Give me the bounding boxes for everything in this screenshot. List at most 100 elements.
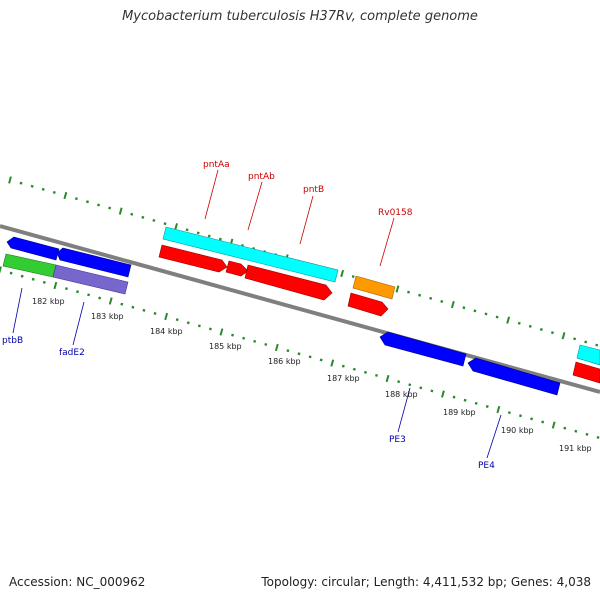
- minor-tick: [341, 364, 345, 368]
- label-fadE2[interactable]: fadE2: [59, 348, 85, 358]
- label-pntAb[interactable]: pntAb: [248, 172, 275, 182]
- gene-pntB[interactable]: [244, 264, 333, 301]
- kbp-label: 189 kbp: [443, 408, 476, 417]
- label-Rv0158[interactable]: Rv0158: [378, 208, 413, 218]
- gene-Rv0158[interactable]: [352, 275, 396, 300]
- minor-tick: [108, 206, 112, 210]
- minor-tick: [19, 181, 23, 185]
- gene-fadE2[interactable]: [52, 264, 129, 295]
- major-tick: [108, 297, 113, 305]
- minor-tick: [31, 277, 35, 281]
- accession-text: Accession: NC_000962: [9, 575, 146, 589]
- leader-pntAa: [204, 169, 219, 220]
- minor-tick: [473, 309, 477, 313]
- minor-tick: [42, 280, 46, 284]
- major-tick: [340, 269, 345, 278]
- minor-tick: [528, 324, 532, 328]
- minor-tick: [573, 337, 577, 341]
- major-tick: [164, 312, 169, 321]
- gene-pntAa[interactable]: [158, 244, 228, 273]
- leader-ptbB: [12, 287, 23, 334]
- minor-tick: [397, 380, 401, 384]
- minor-tick: [76, 290, 79, 294]
- label-PE4[interactable]: PE4: [478, 461, 495, 471]
- minor-tick: [142, 308, 146, 312]
- upper-tick-track: [8, 176, 599, 347]
- genome-backbone: [0, 224, 600, 394]
- label-ptbB[interactable]: ptbB: [2, 336, 23, 346]
- gene-PE3[interactable]: [379, 331, 467, 367]
- label-pntAa[interactable]: pntAa: [203, 160, 230, 170]
- gene-pntAb[interactable]: [225, 260, 249, 277]
- minor-tick: [87, 293, 91, 297]
- minor-tick: [141, 215, 145, 219]
- gene-red-edge[interactable]: [572, 361, 600, 384]
- minor-tick: [463, 398, 467, 402]
- minor-tick: [297, 352, 301, 356]
- minor-tick: [264, 342, 268, 346]
- gene-cyan-edge[interactable]: [576, 344, 600, 366]
- minor-tick: [97, 203, 101, 207]
- minor-tick: [286, 349, 290, 353]
- minor-tick: [440, 299, 444, 303]
- minor-tick: [9, 271, 13, 275]
- minor-tick: [185, 228, 189, 232]
- minor-tick: [584, 340, 588, 344]
- minor-tick: [351, 275, 355, 279]
- minor-tick: [363, 370, 367, 374]
- minor-tick: [131, 305, 135, 309]
- leader-Rv0158: [379, 217, 395, 267]
- kbp-label: 182 kbp: [32, 297, 65, 306]
- kbp-label: 186 kbp: [268, 357, 301, 366]
- minor-tick: [208, 327, 212, 331]
- minor-tick: [407, 290, 411, 294]
- minor-tick: [186, 321, 190, 325]
- minor-tick: [452, 395, 456, 399]
- major-tick: [174, 223, 178, 231]
- gene-blue-left-2[interactable]: [56, 247, 132, 278]
- minor-tick: [130, 212, 134, 216]
- minor-tick: [41, 187, 45, 191]
- minor-tick: [197, 324, 201, 328]
- major-tick: [385, 374, 390, 383]
- minor-tick: [163, 222, 167, 226]
- label-PE3[interactable]: PE3: [389, 435, 406, 445]
- minor-tick: [175, 318, 179, 322]
- minor-tick: [419, 386, 423, 390]
- minor-tick: [152, 218, 156, 222]
- label-pntB[interactable]: pntB: [303, 185, 324, 195]
- minor-tick: [207, 234, 211, 238]
- major-tick: [450, 300, 455, 309]
- minor-tick: [98, 296, 102, 300]
- minor-tick: [430, 389, 434, 393]
- major-tick: [395, 285, 400, 293]
- minor-tick: [408, 383, 412, 387]
- minor-tick: [153, 311, 157, 315]
- map-title: Mycobacterium tuberculosis H37Rv, comple…: [122, 9, 478, 24]
- gene-pntAb-region[interactable]: [162, 226, 339, 283]
- minor-tick: [585, 432, 589, 436]
- minor-tick: [539, 327, 543, 332]
- lower-tick-track: [0, 266, 600, 439]
- gene-blue-left-1[interactable]: [6, 236, 60, 261]
- gene-red-small[interactable]: [347, 292, 389, 317]
- genome-info-text: Topology: circular; Length: 4,411,532 bp…: [261, 575, 591, 589]
- minor-tick: [563, 426, 567, 430]
- gene-PE4[interactable]: [467, 357, 561, 396]
- major-tick: [496, 405, 501, 414]
- minor-tick: [574, 429, 578, 433]
- minor-tick: [64, 287, 68, 291]
- major-tick: [506, 316, 511, 324]
- minor-tick: [52, 190, 56, 194]
- major-tick: [63, 191, 68, 200]
- minor-tick: [352, 367, 356, 371]
- minor-tick: [231, 333, 235, 337]
- minor-tick: [507, 411, 511, 415]
- minor-tick: [242, 336, 246, 340]
- leader-pntB: [299, 195, 314, 245]
- minor-tick: [74, 197, 78, 201]
- minor-tick: [196, 231, 200, 235]
- kbp-label: 191 kbp: [559, 444, 592, 453]
- minor-tick: [20, 274, 24, 278]
